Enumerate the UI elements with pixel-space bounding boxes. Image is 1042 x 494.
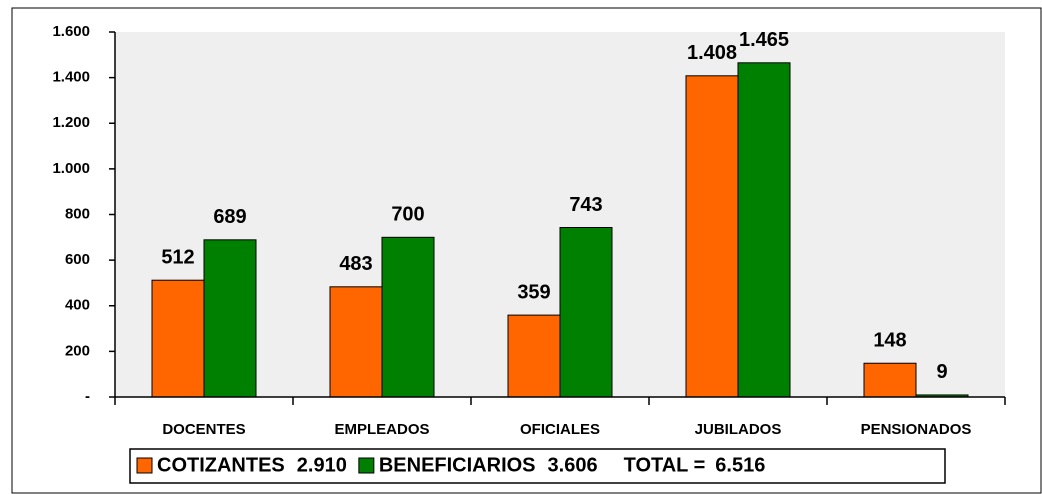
value-label: 1.465 bbox=[739, 29, 789, 51]
y-tick-label: 1.400 bbox=[52, 69, 90, 86]
bar bbox=[329, 286, 383, 398]
legend-label: BENEFICIARIOS bbox=[379, 454, 536, 476]
x-tick-label: OFICIALES bbox=[520, 421, 600, 438]
y-tick-label: 800 bbox=[65, 205, 90, 222]
value-label: 359 bbox=[517, 281, 550, 303]
y-tick-label: 1.600 bbox=[52, 23, 90, 40]
value-label: 689 bbox=[213, 206, 246, 228]
y-tick-label: - bbox=[85, 388, 90, 405]
x-tick-label: JUBILADOS bbox=[695, 421, 782, 438]
y-tick-label: 1.000 bbox=[52, 160, 90, 177]
value-label: 743 bbox=[569, 194, 602, 216]
total-label: TOTAL = bbox=[624, 454, 706, 476]
y-tick-label: 400 bbox=[65, 297, 90, 314]
y-tick-label: 1.200 bbox=[52, 114, 90, 131]
bar bbox=[151, 279, 205, 398]
total-value: 6.516 bbox=[715, 454, 765, 476]
value-label: 512 bbox=[161, 246, 194, 268]
bar bbox=[863, 362, 917, 398]
value-label: 9 bbox=[936, 361, 947, 383]
y-tick-label: 200 bbox=[65, 342, 90, 359]
legend-swatch bbox=[358, 457, 375, 474]
x-tick-label: EMPLEADOS bbox=[334, 421, 429, 438]
value-label: 483 bbox=[339, 253, 372, 275]
legend-label: COTIZANTES bbox=[157, 454, 285, 476]
bar bbox=[507, 314, 561, 398]
legend-box bbox=[129, 448, 946, 484]
legend-total: 2.910 bbox=[297, 454, 347, 476]
value-label: 1.408 bbox=[687, 42, 737, 64]
bar bbox=[685, 75, 739, 398]
x-tick-label: PENSIONADOS bbox=[861, 421, 972, 438]
value-label: 700 bbox=[391, 204, 424, 226]
bar bbox=[559, 227, 613, 398]
bar bbox=[203, 239, 257, 398]
value-label: 148 bbox=[873, 330, 906, 352]
bar bbox=[737, 62, 791, 398]
y-tick-label: 600 bbox=[65, 251, 90, 268]
x-tick-label: DOCENTES bbox=[162, 421, 245, 438]
legend-swatch bbox=[136, 457, 153, 474]
legend-total: 3.606 bbox=[548, 454, 598, 476]
bar bbox=[381, 236, 435, 398]
